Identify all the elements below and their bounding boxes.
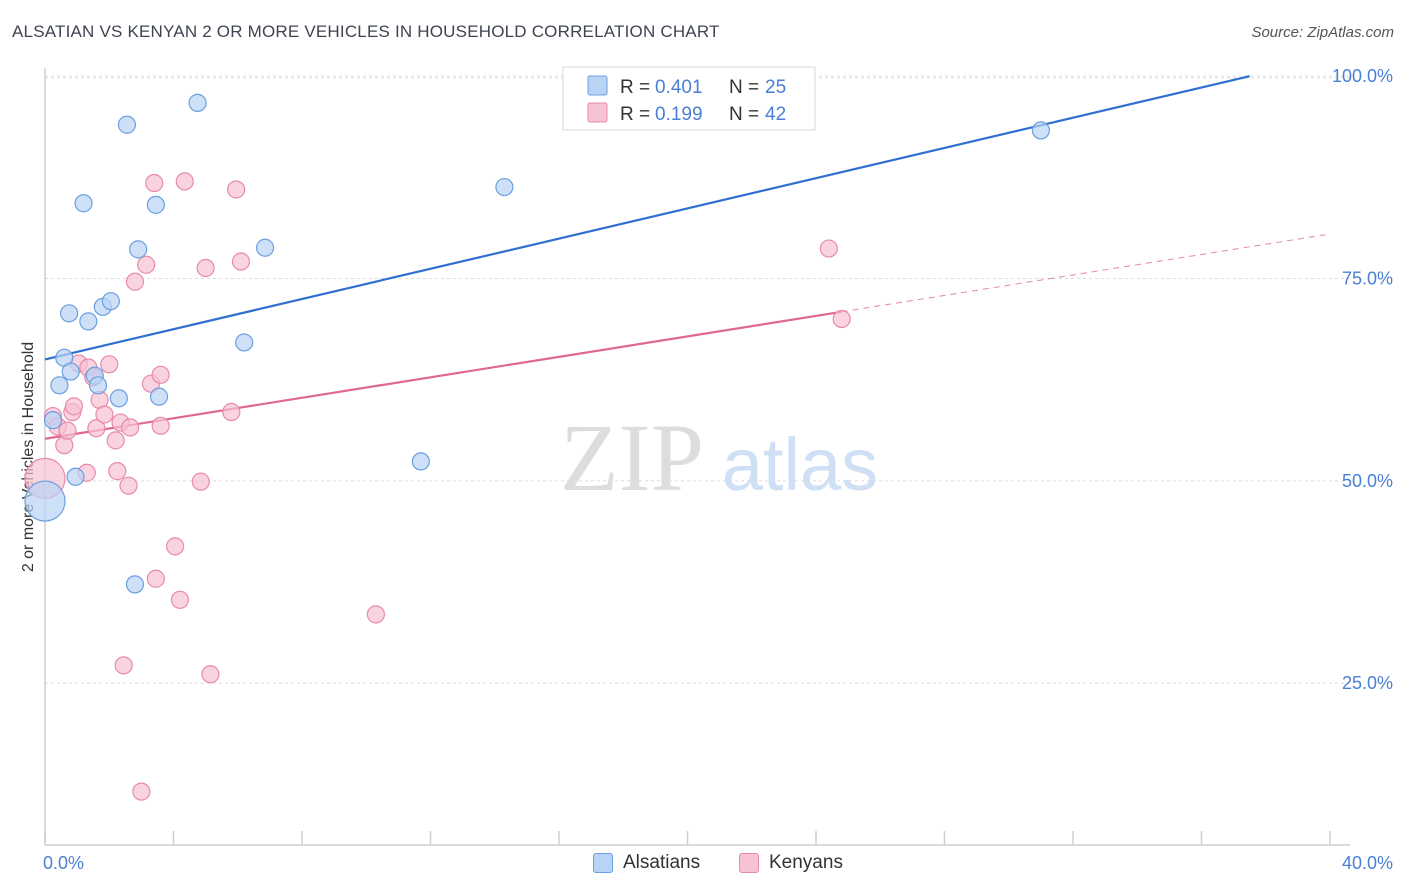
data-point-alsatians — [66, 467, 85, 486]
data-point-kenyans — [64, 397, 84, 416]
gridlines — [45, 75, 1350, 684]
legend-swatch-alsatians — [593, 853, 613, 873]
data-point-alsatians — [59, 304, 79, 323]
watermark-zip: ZIP — [560, 404, 704, 511]
data-point-kenyans — [146, 569, 165, 588]
data-point-kenyans — [231, 252, 251, 271]
y-tick-label: 50.0% — [1342, 471, 1393, 491]
tick-labels: 25.0% 50.0% 75.0% 100.0% 0.0% 40.0% — [43, 66, 1393, 873]
data-point-alsatians — [255, 238, 275, 257]
data-point-alsatians — [50, 376, 69, 395]
stats-r-value: 0.401 — [655, 77, 703, 98]
stats-swatch — [587, 102, 608, 123]
data-point-kenyans — [106, 431, 125, 450]
watermark-atlas: atlas — [722, 423, 878, 506]
data-point-alsatians — [117, 115, 137, 134]
stats-r-value: 0.199 — [655, 104, 703, 125]
legend-label-kenyans: Kenyans — [769, 852, 843, 873]
data-point-kenyans — [196, 258, 215, 278]
y-tick-label: 25.0% — [1342, 673, 1393, 693]
source-label: Source: ZipAtlas.com — [1251, 24, 1394, 41]
zipatlas-watermark: ZIP atlas — [560, 404, 878, 511]
data-point-alsatians — [149, 387, 169, 406]
x-tick-label: 40.0% — [1342, 853, 1393, 873]
data-point-kenyans — [222, 402, 241, 422]
data-point-kenyans — [125, 272, 145, 291]
stats-n-label: N = — [729, 104, 759, 125]
legend-label-alsatians: Alsatians — [623, 852, 701, 873]
chart-title: ALSATIAN VS KENYAN 2 OR MORE VEHICLES IN… — [12, 22, 720, 41]
data-point-kenyans — [58, 421, 77, 440]
data-point-alsatians — [74, 194, 93, 213]
stats-n-label: N = — [729, 77, 759, 98]
data-points — [24, 93, 1050, 801]
stats-swatch — [587, 75, 608, 96]
data-point-kenyans — [191, 472, 210, 491]
data-point-alsatians — [146, 195, 165, 214]
data-point-kenyans — [121, 418, 140, 437]
data-point-kenyans — [227, 180, 246, 199]
axes — [44, 68, 1350, 846]
data-point-kenyans — [832, 309, 851, 329]
data-point-kenyans — [201, 665, 220, 684]
y-tick-label: 100.0% — [1332, 66, 1393, 86]
legend-swatch-kenyans — [739, 853, 759, 873]
data-point-kenyans — [170, 590, 190, 609]
data-point-kenyans — [108, 462, 127, 481]
legend-item-kenyans: Kenyans — [739, 852, 843, 874]
stats-legend: R = 0.401 N = 25 R = 0.199 N = 42 — [562, 66, 816, 131]
trend-lines — [44, 75, 1331, 440]
data-point-alsatians — [495, 177, 514, 197]
y-tick-label: 75.0% — [1342, 269, 1393, 289]
data-point-kenyans — [100, 355, 119, 374]
data-point-kenyans — [366, 605, 385, 624]
data-point-kenyans — [119, 476, 138, 495]
trend-line-extension-kenyans — [841, 233, 1331, 313]
data-point-kenyans — [151, 365, 170, 384]
data-point-kenyans — [175, 172, 194, 191]
data-point-kenyans — [151, 416, 170, 435]
data-point-alsatians — [101, 292, 120, 311]
x-tick-label: 0.0% — [43, 853, 84, 873]
trend-line-kenyans — [44, 310, 842, 440]
stats-n-value: 25 — [765, 77, 786, 98]
data-point-alsatians — [411, 452, 430, 471]
stats-r-label: R = — [620, 77, 650, 98]
data-point-kenyans — [819, 239, 838, 258]
series-legend: Alsatians Kenyans — [0, 852, 1406, 878]
data-point-alsatians — [43, 411, 63, 430]
data-point-kenyans — [132, 782, 151, 801]
legend-item-alsatians: Alsatians — [593, 852, 700, 874]
data-point-alsatians — [235, 333, 254, 352]
data-point-alsatians — [88, 376, 108, 395]
stats-n-value: 42 — [765, 104, 786, 125]
data-point-alsatians — [188, 93, 207, 112]
data-point-kenyans — [114, 656, 133, 675]
data-point-alsatians — [24, 480, 66, 522]
data-point-kenyans — [95, 405, 114, 424]
data-point-alsatians — [109, 389, 128, 408]
stats-r-label: R = — [620, 104, 650, 125]
trend-line-alsatians — [44, 75, 1250, 361]
data-point-alsatians — [129, 240, 148, 259]
data-point-kenyans — [145, 173, 164, 193]
data-point-alsatians — [125, 575, 145, 594]
data-point-kenyans — [166, 537, 185, 556]
data-point-alsatians — [79, 312, 98, 331]
data-point-alsatians — [1031, 121, 1050, 140]
data-point-alsatians — [61, 362, 80, 381]
data-point-kenyans — [137, 255, 156, 274]
data-point-kenyans — [87, 419, 106, 438]
